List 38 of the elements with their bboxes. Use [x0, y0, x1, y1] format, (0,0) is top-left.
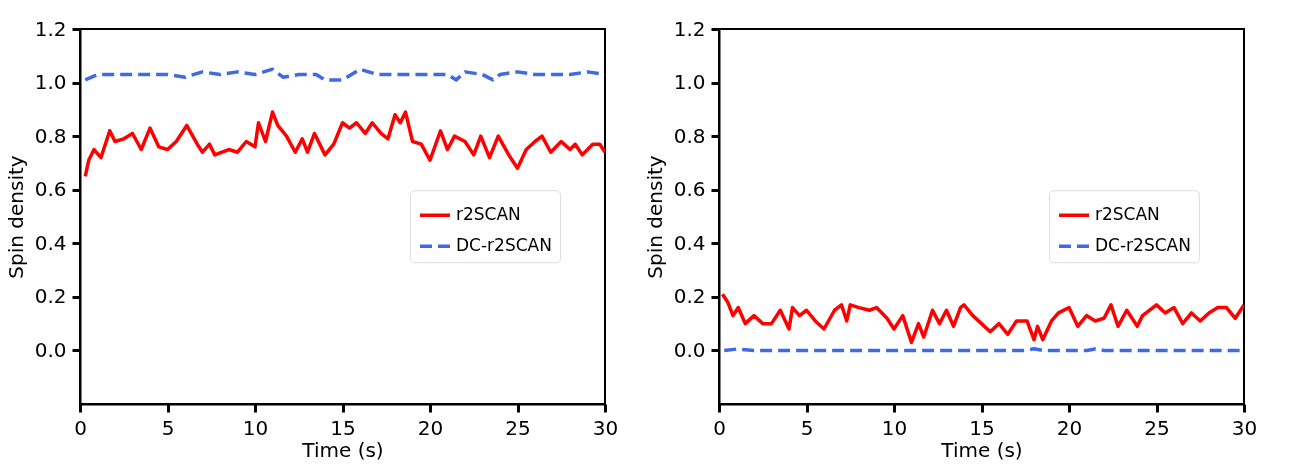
- x-axis-title: Time (s): [301, 437, 384, 462]
- y-axis-title: Spin density: [642, 155, 667, 279]
- x-tick-label: 25: [1144, 415, 1170, 440]
- x-tick-label: 20: [1056, 415, 1083, 440]
- x-tick-label: 15: [330, 415, 356, 440]
- x-tick-label: 30: [1231, 415, 1258, 440]
- y-tick-label: 0.4: [34, 230, 67, 255]
- legend-label: DC-r2SCAN: [1095, 235, 1191, 256]
- legend-label: DC-r2SCAN: [456, 235, 552, 256]
- line-series: [83, 110, 605, 179]
- x-tick-label: 5: [161, 415, 175, 440]
- x-tick-label: 15: [969, 415, 995, 440]
- y-tick-label: 1.2: [673, 16, 706, 41]
- y-tick-label: 0.8: [673, 123, 706, 148]
- y-tick-label: 1.2: [34, 16, 67, 41]
- x-tick-label: 0: [713, 415, 726, 440]
- x-tick-label: 0: [74, 415, 87, 440]
- y-tick-label: 0.4: [673, 230, 706, 255]
- legend-label: r2SCAN: [456, 204, 521, 225]
- y-tick-label: 0.8: [34, 123, 67, 148]
- y-axis-title: Spin density: [3, 155, 28, 279]
- y-tick-label: 1.0: [673, 70, 706, 95]
- y-tick-label: 0.0: [673, 337, 706, 362]
- y-tick-label: 0.0: [34, 337, 67, 362]
- legend-label: r2SCAN: [1095, 204, 1160, 225]
- x-axis-title: Time (s): [940, 437, 1023, 462]
- x-tick-label: 30: [592, 415, 619, 440]
- x-tick-label: 5: [800, 415, 814, 440]
- x-tick-label: 25: [505, 415, 531, 440]
- y-tick-label: 0.6: [34, 177, 67, 202]
- y-tick-label: 0.2: [673, 284, 706, 309]
- line-series: [720, 292, 1244, 345]
- y-tick-label: 1.0: [34, 70, 67, 95]
- y-tick-label: 0.6: [673, 177, 706, 202]
- x-tick-label: 10: [881, 415, 908, 440]
- x-tick-label: 20: [417, 415, 444, 440]
- x-tick-label: 10: [242, 415, 269, 440]
- y-tick-label: 0.2: [34, 284, 67, 309]
